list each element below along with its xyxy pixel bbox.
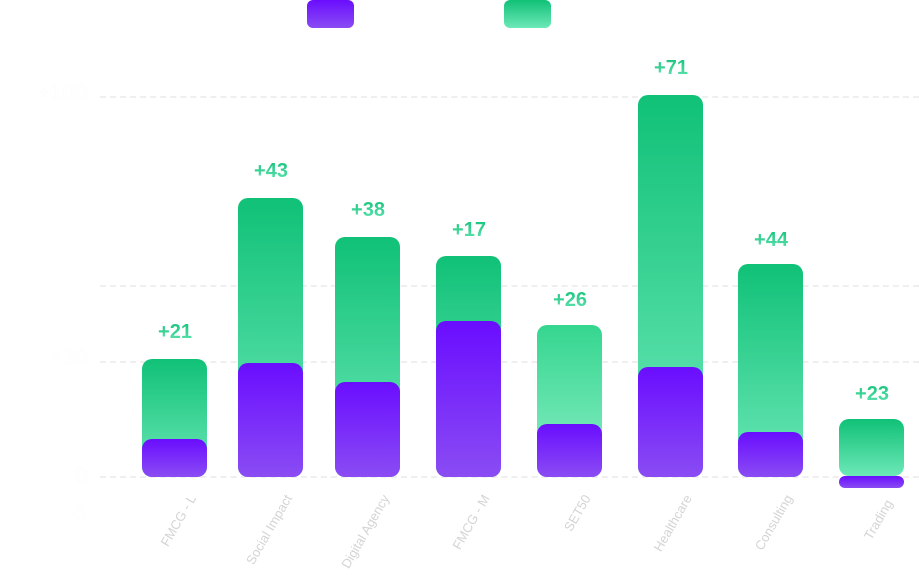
bar-before[interactable]	[638, 367, 703, 477]
delta-label: +71	[626, 57, 716, 80]
legend-label-before: Before	[374, 1, 439, 26]
bar-before[interactable]	[238, 363, 303, 477]
delta-label: +26	[525, 289, 615, 312]
x-tick-label: Digital Agency	[337, 492, 392, 571]
bar-before[interactable]	[142, 439, 207, 477]
x-tick-label: FMCG - L	[157, 492, 199, 549]
delta-label: +23	[827, 383, 917, 406]
legend-item-after[interactable]: After	[504, 0, 617, 28]
y-tick-label: -5	[67, 500, 87, 525]
x-tick-label: Healthcare	[650, 492, 695, 554]
legend-swatch-after	[504, 0, 551, 28]
bar-before[interactable]	[839, 476, 904, 488]
delta-label: +17	[424, 219, 514, 242]
legend-item-before[interactable]: Before	[307, 0, 439, 28]
x-tick-label: Trading	[861, 497, 896, 543]
y-tick-label: 0	[74, 463, 87, 488]
bar-before[interactable]	[436, 321, 501, 477]
delta-label: +44	[726, 229, 816, 252]
gridline-100	[100, 96, 919, 98]
bar-after[interactable]	[839, 419, 904, 476]
x-tick-label: SET50	[561, 492, 594, 534]
bar-before[interactable]	[335, 382, 400, 477]
delta-label: +21	[130, 321, 220, 344]
y-tick-label: +30	[49, 345, 87, 370]
gridline-30	[100, 361, 919, 363]
bar-before[interactable]	[537, 424, 602, 477]
legend-swatch-before	[307, 0, 354, 28]
bar-before[interactable]	[738, 432, 803, 477]
gridline-0	[100, 476, 919, 478]
delta-label: +43	[226, 160, 316, 183]
x-tick-label: Consulting	[751, 492, 795, 553]
x-tick-label: Social Impact	[242, 492, 295, 568]
legend-label-after: After	[571, 1, 618, 26]
gridline-50	[100, 285, 919, 287]
x-tick-label: FMCG - M	[449, 492, 493, 553]
delta-label: +38	[323, 199, 413, 222]
y-tick-label: +100	[37, 80, 87, 105]
chart-legend: Before After	[0, 0, 919, 30]
